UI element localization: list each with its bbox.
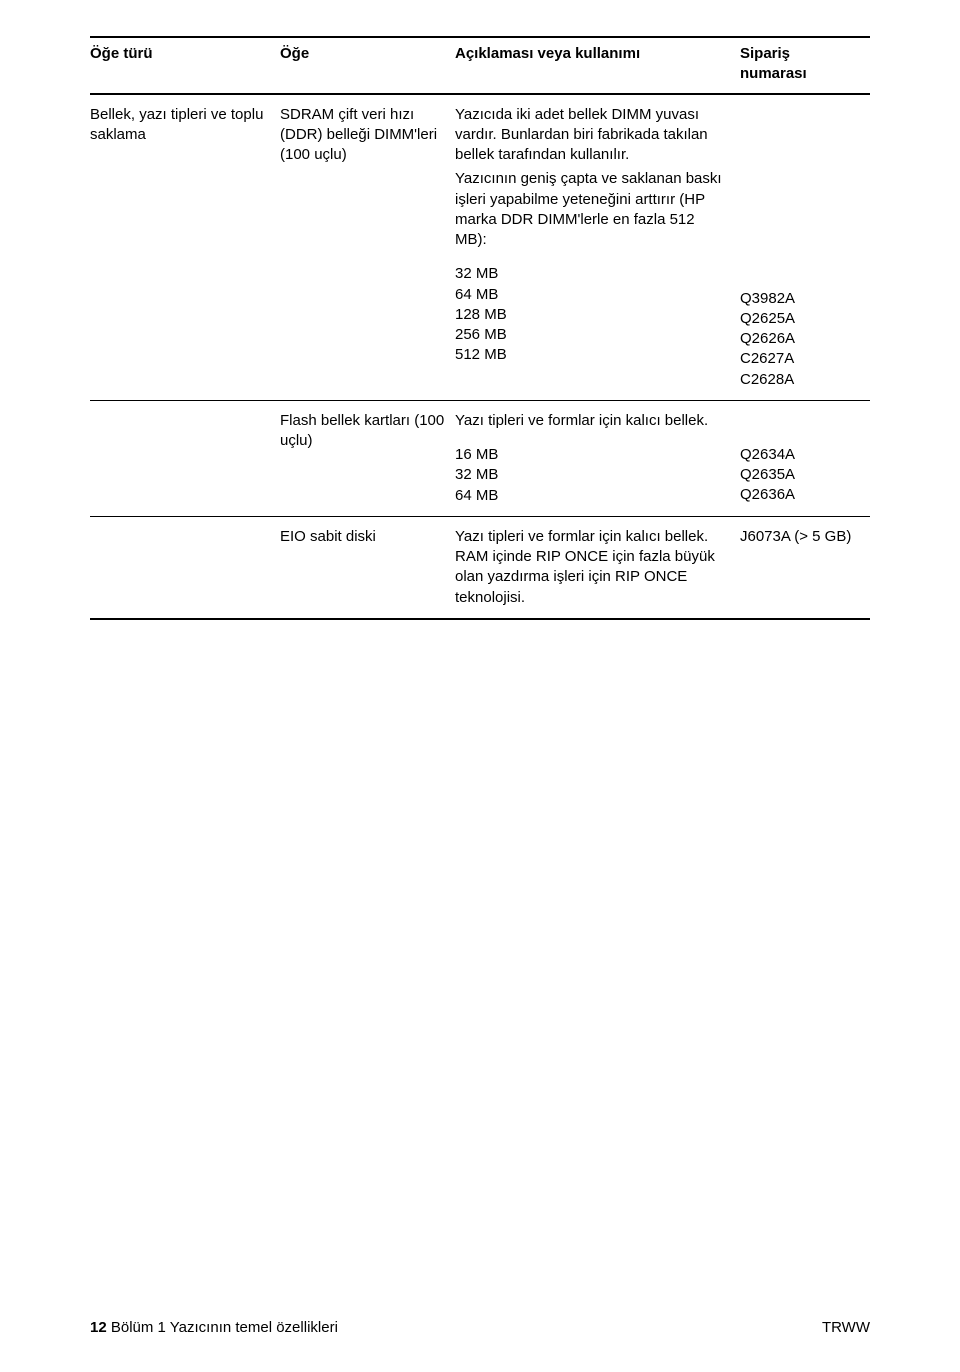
item-qty: (100 uçlu) bbox=[280, 145, 445, 165]
table-row: Bellek, yazı tipleri ve toplu saklama SD… bbox=[90, 94, 870, 401]
section-title: Bölüm 1 Yazıcının temel özellikleri bbox=[107, 1319, 338, 1336]
memory-size: 256 MB bbox=[455, 325, 730, 345]
memory-size: 32 MB bbox=[455, 465, 730, 485]
memory-size: 32 MB bbox=[455, 264, 730, 284]
memory-size: 64 MB bbox=[455, 285, 730, 305]
memory-size: 512 MB bbox=[455, 345, 730, 365]
cell-item: Flash bellek kartları (100 uçlu) bbox=[280, 400, 455, 516]
cell-item: SDRAM çift veri hızı (DDR) belleği DIMM'… bbox=[280, 94, 455, 401]
part-number: Q2635A bbox=[740, 465, 860, 485]
header-item: Öğe bbox=[280, 37, 455, 94]
page-footer: 12 Bölüm 1 Yazıcının temel özellikleri T… bbox=[90, 1319, 870, 1336]
footer-right: TRWW bbox=[822, 1319, 870, 1336]
cell-description: Yazı tipleri ve formlar için kalıcı bell… bbox=[455, 400, 740, 516]
cell-order-number: Q3982A Q2625A Q2626A C2627A C2628A bbox=[740, 94, 870, 401]
part-number: Q2625A bbox=[740, 309, 860, 329]
cell-description: Yazıcıda iki adet bellek DIMM yuvası var… bbox=[455, 94, 740, 401]
cell-item-type bbox=[90, 516, 280, 619]
part-number: C2627A bbox=[740, 349, 860, 369]
cell-order-number: J6073A (> 5 GB) bbox=[740, 516, 870, 619]
part-number: Q2634A bbox=[740, 445, 860, 465]
memory-size: 128 MB bbox=[455, 305, 730, 325]
footer-left: 12 Bölüm 1 Yazıcının temel özellikleri bbox=[90, 1319, 338, 1336]
part-number: C2628A bbox=[740, 370, 860, 390]
item-name: SDRAM çift veri hızı (DDR) belleği DIMM'… bbox=[280, 105, 445, 146]
header-description: Açıklaması veya kullanımı bbox=[455, 37, 740, 94]
document-page: Öğe türü Öğe Açıklaması veya kullanımı S… bbox=[0, 0, 960, 1372]
table-row: Flash bellek kartları (100 uçlu) Yazı ti… bbox=[90, 400, 870, 516]
page-number: 12 bbox=[90, 1319, 107, 1336]
cell-item-type: Bellek, yazı tipleri ve toplu saklama bbox=[90, 94, 280, 401]
memory-size: 16 MB bbox=[455, 445, 730, 465]
description-paragraph: Yazıcının geniş çapta ve saklanan baskı … bbox=[455, 169, 730, 250]
part-number: Q2626A bbox=[740, 329, 860, 349]
part-number: Q2636A bbox=[740, 485, 860, 505]
header-item-type: Öğe türü bbox=[90, 37, 280, 94]
memory-size: 64 MB bbox=[455, 486, 730, 506]
description-paragraph: Yazı tipleri ve formlar için kalıcı bell… bbox=[455, 411, 730, 431]
table-header-row: Öğe türü Öğe Açıklaması veya kullanımı S… bbox=[90, 37, 870, 94]
description-paragraph: Yazıcıda iki adet bellek DIMM yuvası var… bbox=[455, 105, 730, 166]
specifications-table: Öğe türü Öğe Açıklaması veya kullanımı S… bbox=[90, 36, 870, 620]
cell-order-number: Q2634A Q2635A Q2636A bbox=[740, 400, 870, 516]
cell-description: Yazı tipleri ve formlar için kalıcı bell… bbox=[455, 516, 740, 619]
table-row: EIO sabit diski Yazı tipleri ve formlar … bbox=[90, 516, 870, 619]
header-order-number: Sipariş numarası bbox=[740, 37, 870, 94]
cell-item: EIO sabit diski bbox=[280, 516, 455, 619]
part-number: Q3982A bbox=[740, 289, 860, 309]
cell-item-type bbox=[90, 400, 280, 516]
